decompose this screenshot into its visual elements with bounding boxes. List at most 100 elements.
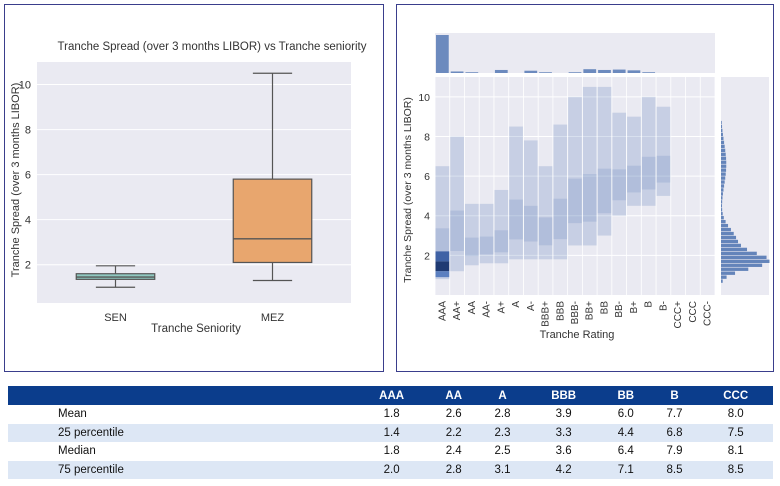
table-row: Median 1.8 2.4 2.5 3.6 6.4 7.9 8.1 bbox=[8, 442, 773, 461]
y-tick-label: 6 bbox=[25, 170, 31, 182]
heatmap-cell bbox=[479, 203, 494, 264]
x-tick-label: BBB- bbox=[570, 301, 581, 324]
x-tick-label: B- bbox=[658, 301, 669, 311]
marginal-bar bbox=[721, 184, 725, 188]
row-label: 25 percentile bbox=[8, 423, 355, 442]
y-tick-label: 6 bbox=[424, 171, 430, 183]
marginal-bar bbox=[721, 164, 727, 168]
table-header-cell: CCC bbox=[698, 386, 773, 405]
heatmap-cell bbox=[509, 126, 523, 260]
marginal-bar bbox=[721, 192, 723, 196]
marginal-bar bbox=[721, 223, 729, 228]
y-tick-label: 10 bbox=[19, 80, 31, 92]
heatmap-cell bbox=[435, 251, 450, 262]
x-tick-label: BBB bbox=[555, 301, 566, 321]
marginal-bar bbox=[539, 72, 552, 73]
table-row: Mean 1.8 2.6 2.8 3.9 6.0 7.7 8.0 bbox=[8, 405, 773, 424]
heatmap-cell bbox=[656, 106, 671, 196]
x-tick-label: A bbox=[511, 301, 522, 308]
table-header-cell: BBB bbox=[526, 386, 601, 405]
heatmap-cell bbox=[627, 165, 641, 193]
y-tick-label: 4 bbox=[424, 211, 430, 223]
table-header-cell: AA bbox=[428, 386, 479, 405]
heatmap-cell bbox=[464, 237, 479, 257]
heatmap-cell bbox=[612, 112, 627, 216]
x-tick-label: SEN bbox=[104, 312, 127, 324]
table-header-cell: BB bbox=[600, 386, 651, 405]
marginal-bar bbox=[721, 152, 726, 156]
row-label: 75 percentile bbox=[8, 460, 355, 479]
heatmap-cell bbox=[553, 124, 568, 260]
heatmap-cell bbox=[627, 116, 641, 206]
marginal-bar bbox=[612, 69, 626, 73]
heatmap-cell bbox=[435, 271, 450, 278]
marginal-bar bbox=[721, 156, 727, 160]
x-tick-label: CCC bbox=[688, 301, 699, 323]
marginal-bar bbox=[721, 255, 767, 260]
box-sen bbox=[75, 265, 156, 288]
marginal-bar bbox=[721, 279, 723, 283]
heatmap-cell bbox=[450, 210, 464, 252]
heatmap-cell bbox=[568, 178, 582, 224]
heatmap-cell bbox=[435, 261, 450, 272]
marginal-bar bbox=[721, 144, 725, 149]
table-cell: 7.5 bbox=[698, 423, 773, 442]
marginal-top-area bbox=[435, 33, 715, 73]
table-cell: 8.0 bbox=[727, 408, 744, 421]
marginal-bar bbox=[721, 216, 724, 220]
table-cell: 3.3 bbox=[526, 423, 601, 442]
marginal-bar bbox=[721, 120, 722, 125]
marginal-bar bbox=[450, 71, 464, 73]
marginal-bar bbox=[568, 72, 582, 73]
marginal-bar bbox=[436, 35, 449, 73]
table-cell: 2.6 bbox=[445, 408, 462, 421]
heatmap-cell bbox=[568, 96, 582, 246]
table-cell: 1.8 bbox=[383, 445, 400, 458]
marginal-bar bbox=[598, 69, 611, 73]
box-mez bbox=[232, 72, 313, 282]
y-tick-label: 8 bbox=[25, 125, 31, 137]
marginal-bar bbox=[583, 69, 597, 73]
table-cell: 2.3 bbox=[478, 423, 527, 442]
spread-stats-table: AAA AA A BBB BB B CCC Mean 1.8 2.6 2.8 3… bbox=[8, 386, 773, 479]
table-row: 75 percentile 2.0 2.8 3.1 4.2 7.1 8.5 8.… bbox=[8, 460, 773, 479]
heatmap-cell bbox=[612, 169, 627, 201]
marginal-bar bbox=[721, 136, 724, 141]
table-cell: 1.8 bbox=[383, 408, 400, 421]
marginal-bar bbox=[721, 204, 723, 208]
heatmap-cell bbox=[538, 217, 553, 246]
x-tick-label: MEZ bbox=[261, 312, 285, 324]
table-cell: 2.2 bbox=[428, 423, 479, 442]
x-tick-label: AA bbox=[467, 301, 478, 315]
marginal-bar bbox=[524, 70, 538, 73]
marginal-bar bbox=[721, 128, 723, 133]
heatmap-cell bbox=[479, 236, 494, 255]
y-tick-label: 4 bbox=[25, 215, 31, 227]
table-cell: 6.4 bbox=[617, 445, 634, 458]
y-tick-label: 10 bbox=[418, 92, 430, 104]
heatmap-cell bbox=[553, 198, 568, 240]
marginal-bar bbox=[721, 188, 724, 192]
heatmap-cell bbox=[450, 136, 464, 272]
marginal-bar bbox=[721, 231, 734, 236]
table-cell: 8.5 bbox=[698, 460, 773, 479]
marginal-bar bbox=[721, 132, 723, 137]
heatmap-panel: 2 4 6 8 10 AAA AA+ AA AA- A+ A A- BBB+ BBB BBB- BB+ BB B… bbox=[396, 4, 774, 372]
marginal-bar bbox=[721, 208, 723, 212]
table-cell: 7.1 bbox=[600, 460, 651, 479]
table-cell: 6.0 bbox=[617, 408, 634, 421]
heatmap-cell bbox=[523, 140, 538, 260]
y-tick-label: 2 bbox=[424, 250, 430, 262]
table-cell: 6.8 bbox=[650, 423, 699, 442]
y-tick-label: 2 bbox=[25, 260, 31, 272]
table-row: 25 percentile 1.4 2.2 2.3 3.3 4.4 6.8 7.… bbox=[8, 423, 773, 442]
boxplot-panel: Tranche Spread (over 3 months LIBOR) vs … bbox=[4, 4, 384, 372]
marginal-bar bbox=[465, 72, 479, 73]
marginal-bar bbox=[721, 247, 748, 252]
marginal-bar bbox=[721, 172, 726, 176]
table-header-cell: A bbox=[478, 386, 527, 405]
x-tick-label: CCC+ bbox=[673, 301, 684, 329]
marginal-bar bbox=[721, 168, 727, 172]
heatmap-area bbox=[435, 77, 715, 295]
table-cell: 3.9 bbox=[555, 408, 572, 421]
